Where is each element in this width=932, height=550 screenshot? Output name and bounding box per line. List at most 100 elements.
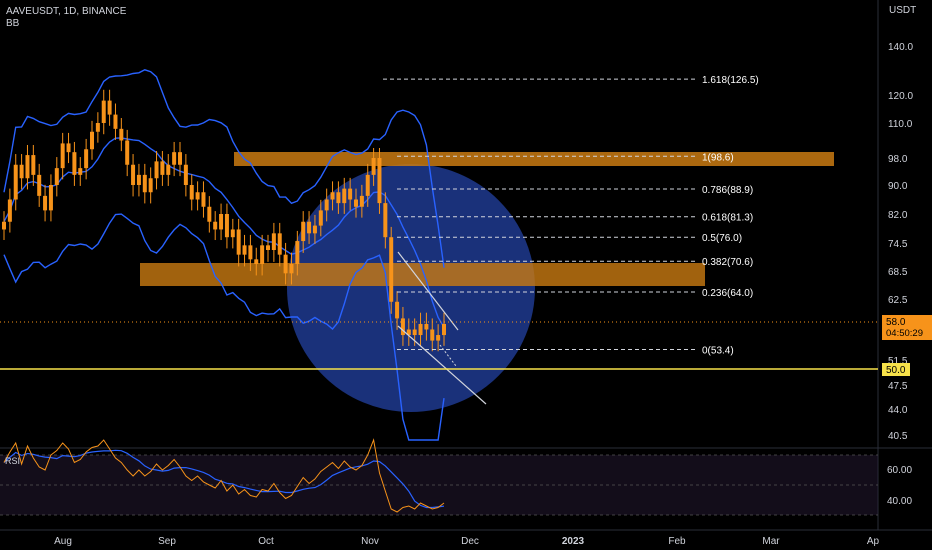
channel-dotted	[439, 344, 457, 367]
fib-label: 0.382(70.6)	[702, 257, 753, 268]
x-tick-label: Oct	[258, 536, 274, 547]
candle-body	[395, 301, 400, 319]
rsi-ma-line	[3, 449, 445, 509]
candle-body	[131, 164, 136, 185]
candle-body	[66, 143, 71, 153]
fib-label: 1.618(126.5)	[702, 75, 759, 86]
candle-body	[136, 174, 141, 185]
fib-label: 0.236(64.0)	[702, 288, 753, 299]
candle-body	[166, 164, 171, 175]
candle-body	[78, 168, 83, 175]
candle-body	[113, 114, 118, 129]
candle-body	[406, 329, 411, 336]
rsi-line	[3, 438, 445, 513]
candle-body	[318, 210, 323, 226]
fib-label: 0.5(76.0)	[702, 233, 742, 244]
candle-body	[289, 264, 294, 274]
y-tick-label: 51.5	[888, 356, 908, 367]
y-tick-label: 62.5	[888, 295, 908, 306]
candle-body	[400, 318, 405, 336]
candle-body	[365, 174, 370, 196]
x-tick-label: 2023	[562, 536, 585, 547]
bb-upper-band	[3, 69, 445, 268]
candle-body	[342, 188, 347, 204]
chart-header: AAVEUSDT, 1D, BINANCE BB	[6, 6, 126, 30]
candle-body	[148, 178, 153, 193]
y-tick-label: 44.0	[888, 405, 908, 416]
candle-body	[248, 245, 253, 260]
candle-body	[178, 152, 182, 165]
candle-body	[31, 155, 36, 175]
y-tick-label: 68.5	[888, 267, 908, 278]
indicator-label[interactable]: BB	[6, 18, 20, 29]
candle-body	[207, 206, 212, 222]
candle-body	[266, 245, 270, 250]
symbol-title[interactable]: AAVEUSDT, 1D, BINANCE	[6, 6, 127, 17]
candle-body	[348, 188, 353, 200]
x-tick-label: Nov	[361, 536, 379, 547]
y-tick-label: 90.0	[888, 181, 908, 192]
candle-body	[324, 199, 329, 211]
y-tick-label: 40.5	[888, 431, 908, 442]
candle-body	[242, 245, 247, 255]
candle-body	[436, 335, 441, 341]
candle-body	[271, 233, 276, 250]
candle-body	[330, 192, 335, 200]
candle-body	[424, 323, 429, 330]
x-tick-label: Mar	[762, 536, 780, 547]
candle-body	[13, 164, 18, 200]
candle-body	[336, 192, 341, 204]
candle-body	[142, 174, 147, 193]
candle-body	[354, 199, 358, 207]
candle-body	[7, 199, 12, 222]
support-zone	[140, 263, 705, 286]
candle-body	[224, 214, 229, 238]
y-tick-label: 110.0	[888, 119, 913, 130]
candle-body	[154, 161, 159, 179]
countdown-value: 04:50:29	[886, 328, 923, 339]
current-price-tag	[882, 315, 932, 340]
x-tick-label: Dec	[461, 536, 479, 547]
candle-body	[236, 229, 241, 255]
candle-body	[125, 140, 130, 165]
candle-body	[160, 161, 165, 175]
candle-body	[371, 158, 376, 175]
highlight-circle	[287, 164, 535, 412]
candle-body	[201, 192, 206, 207]
channel-lower	[397, 325, 487, 405]
candle-body	[430, 329, 435, 341]
candle-body	[295, 241, 300, 264]
y-tick-label: 82.0	[888, 210, 908, 221]
candle-body	[48, 185, 53, 211]
support-price-tag	[882, 363, 910, 376]
candle-body	[172, 152, 177, 165]
y-tick-label: 98.0	[888, 154, 908, 165]
fib-label: 1(98.6)	[702, 152, 734, 163]
fib-label: 0(53.4)	[702, 345, 734, 356]
candle-body	[195, 192, 200, 200]
candle-body	[383, 203, 388, 238]
fib-label: 0.618(81.3)	[702, 213, 753, 224]
x-tick-label: Ap	[867, 536, 880, 547]
candle-body	[119, 128, 124, 141]
candle-body	[230, 229, 235, 238]
candle-body	[37, 174, 42, 196]
candle-body	[54, 168, 59, 185]
candle-body	[90, 131, 94, 150]
candle-body	[283, 254, 288, 274]
candle-body	[213, 221, 218, 230]
candle-body	[359, 195, 364, 207]
candle-body	[301, 221, 306, 242]
candle-body	[189, 185, 194, 200]
y-tick-label: 47.5	[888, 381, 908, 392]
candle-body	[277, 233, 282, 255]
resistance-zone	[234, 152, 834, 166]
candle-body	[219, 214, 224, 230]
candle-body	[412, 329, 417, 336]
candle-body	[254, 259, 259, 264]
y-tick-label: 120.0	[888, 91, 913, 102]
candle-body	[183, 164, 188, 185]
bb-lower-band	[3, 213, 445, 441]
x-tick-label: Sep	[158, 536, 176, 547]
